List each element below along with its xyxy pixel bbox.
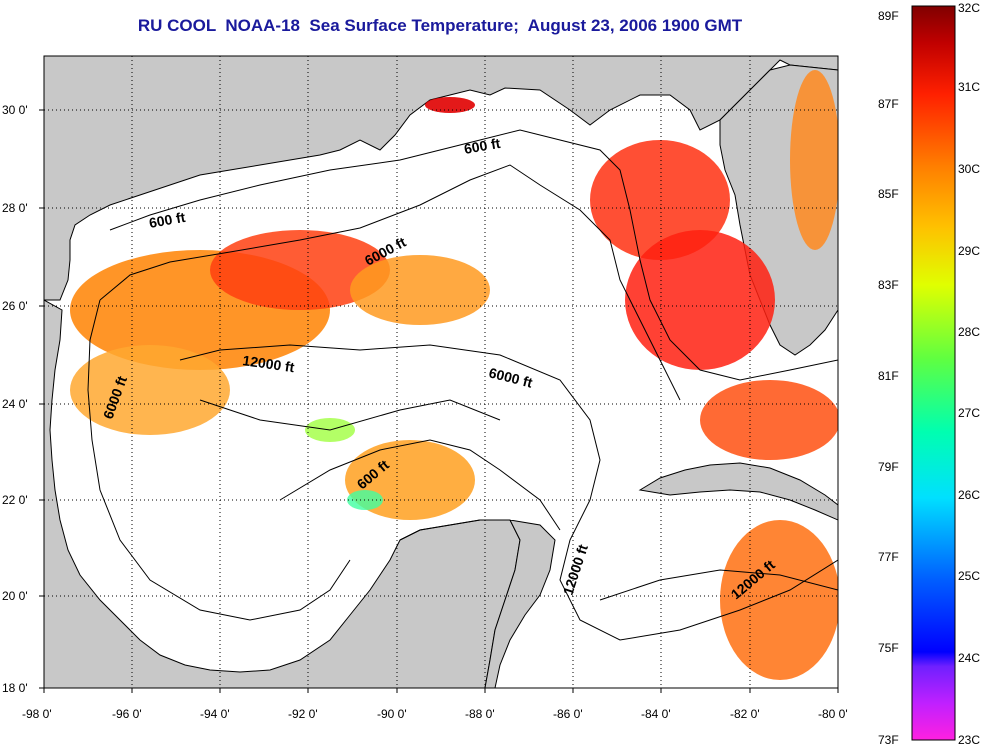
lat-label-26: 26 0' xyxy=(2,299,28,313)
land-cuba xyxy=(638,462,838,521)
cbar-c-26: 26C xyxy=(958,488,980,502)
cbar-f-87: 87F xyxy=(878,97,899,111)
sst-patch-louisiana xyxy=(210,230,390,310)
sst-patch-atlantic xyxy=(790,70,838,250)
lat-label-30: 30 0' xyxy=(2,103,28,117)
lon-label-98: -98 0' xyxy=(22,707,52,721)
lon-label-96: -96 0' xyxy=(112,707,142,721)
contour-600ft xyxy=(109,129,838,381)
lon-label-90: -90 0' xyxy=(377,707,407,721)
sst-patch-bigbend xyxy=(590,140,730,260)
cbar-f-75: 75F xyxy=(878,641,899,655)
longitude-labels: -98 0' -96 0' -94 0' -92 0' -90 0' -88 0… xyxy=(22,707,848,721)
graticule xyxy=(44,56,838,688)
cbar-f-89: 89F xyxy=(878,9,899,23)
lon-label-84: -84 0' xyxy=(641,707,671,721)
cbar-c-30: 30C xyxy=(958,162,980,176)
cbar-f-77: 77F xyxy=(878,550,899,564)
cbar-c-32: 32C xyxy=(958,1,980,15)
contour-600ft-campeche xyxy=(279,439,561,531)
lon-label-82: -82 0' xyxy=(730,707,760,721)
map-title: RU COOL NOAA-18 Sea Surface Temperature;… xyxy=(137,16,743,35)
contour-label-600ft-north: 600 ft xyxy=(463,135,502,157)
map-layers: 600 ft 600 ft 6000 ft 12000 ft 6000 ft 6… xyxy=(44,56,838,688)
cbar-c-24: 24C xyxy=(958,651,980,665)
sst-patch-cool xyxy=(347,490,383,510)
lat-label-18: 18 0' xyxy=(2,681,28,695)
cbar-f-79: 79F xyxy=(878,460,899,474)
lon-label-88: -88 0' xyxy=(465,707,495,721)
lat-label-28: 28 0' xyxy=(2,201,28,215)
cbar-c-28: 28C xyxy=(958,325,980,339)
sst-patch-coastal-hot xyxy=(425,97,475,113)
contour-label-600ft-west: 600 ft xyxy=(148,209,187,231)
sst-data xyxy=(70,70,838,680)
cbar-f-83: 83F xyxy=(878,278,899,292)
lat-label-22: 22 0' xyxy=(2,493,28,507)
colorbar-c-labels: 32C 31C 30C 29C 28C 27C 26C 25C 24C 23C xyxy=(958,1,980,747)
sst-patch-florida-straits xyxy=(700,380,838,460)
lat-label-24: 24 0' xyxy=(2,397,28,411)
cbar-f-85: 85F xyxy=(878,187,899,201)
lon-label-92: -92 0' xyxy=(288,707,318,721)
bathymetry-contours xyxy=(87,129,838,641)
axis-ticks xyxy=(39,109,839,693)
map-frame xyxy=(43,55,839,689)
contour-12000ft xyxy=(179,344,838,641)
colorbar xyxy=(911,5,956,741)
sst-patch-west-shelf xyxy=(70,345,230,435)
cbar-f-73: 73F xyxy=(878,733,899,747)
sst-patch-west-florida xyxy=(625,230,775,370)
land-yucatan xyxy=(399,519,556,688)
contour-6000ft-west xyxy=(87,299,351,621)
sst-patch-central xyxy=(350,255,490,325)
contour-6000ft-north xyxy=(99,164,681,401)
cbar-f-81: 81F xyxy=(878,369,899,383)
cbar-c-31: 31C xyxy=(958,80,980,94)
cbar-c-27: 27C xyxy=(958,406,980,420)
lat-label-20: 20 0' xyxy=(2,589,28,603)
lon-label-86: -86 0' xyxy=(553,707,583,721)
contour-cuba-shelf xyxy=(599,569,838,601)
colorbar-f-labels: 89F 87F 85F 83F 81F 79F 77F 75F 73F xyxy=(878,9,899,747)
cbar-c-29: 29C xyxy=(958,244,980,258)
cbar-c-23: 23C xyxy=(958,733,980,747)
cbar-c-25: 25C xyxy=(958,569,980,583)
contour-label-12000ft-central: 12000 ft xyxy=(242,352,296,375)
latitude-labels: 30 0' 28 0' 26 0' 24 0' 22 0' 20 0' 18 0… xyxy=(2,103,28,695)
lon-label-94: -94 0' xyxy=(200,707,230,721)
contour-12000ft-inner xyxy=(199,399,501,431)
lon-label-80: -80 0' xyxy=(818,707,848,721)
